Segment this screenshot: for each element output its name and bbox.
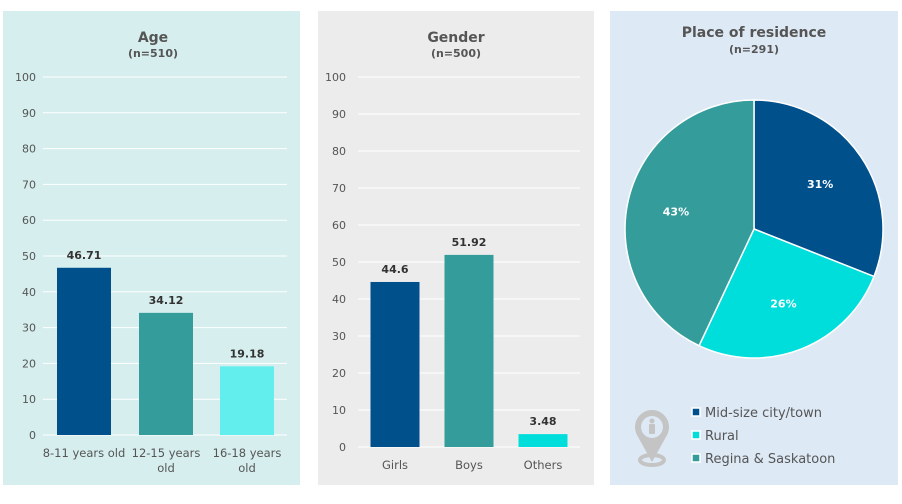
chart-title: Age [138,30,168,46]
y-tick-label: 80 [22,143,36,156]
data-label: 3.48 [529,415,556,428]
data-label: 51.92 [452,236,487,249]
pie-slice [698,228,875,359]
data-label: 46.71 [67,249,102,262]
chart-title: Place of residence [682,25,827,41]
chart-subtitle: (n=500) [431,47,481,60]
bar [139,312,193,435]
y-tick-label: 50 [22,250,36,263]
x-tick-label: 12-15 years [132,446,201,460]
pie-slice [753,99,884,278]
pie-slice [624,99,755,347]
residence-chart-panel: Place of residence (n=291) 31% 26% 43% Mid-si… [610,11,898,485]
legend-swatch [691,453,701,463]
y-tick-label: 60 [332,219,346,232]
y-tick-label: 0 [29,429,36,442]
y-tick-label: 10 [22,393,36,406]
gender-chart: Gender(n=500) 0 10 20 30 40 50 60 70 80 90 100 44.6 G… [325,30,580,472]
y-tick-label: 70 [22,178,36,191]
y-tick-label: 30 [22,322,36,335]
gender-chart-panel: Gender (n=500) 0 10 20 30 40 50 60 70 80 90 100 44.6 G… [318,11,594,485]
y-tick-label: 100 [15,71,36,84]
y-tick-label: 40 [332,293,346,306]
location-pin-person-icon [635,410,669,467]
y-tick-label: 90 [22,107,36,120]
y-tick-label: 10 [332,404,346,417]
bar [370,281,420,447]
bar [518,434,568,447]
bar [444,254,494,447]
y-tick-label: 100 [325,71,346,84]
x-tick-label: 16-18 years [213,446,282,460]
slice-label: 26% [770,297,796,310]
data-label: 34.12 [149,294,184,307]
legend-swatch [691,430,701,440]
slice-label: 31% [807,178,833,191]
x-tick-label: Boys [455,458,483,472]
legend-label: Mid-size city/town [705,406,822,421]
y-tick-label: 70 [332,182,346,195]
legend-label: Regina & Saskatoon [705,452,835,467]
bar [57,267,111,435]
y-tick-label: 20 [332,367,346,380]
legend-label: Rural [705,429,739,444]
y-tick-label: 80 [332,145,346,158]
y-tick-label: 20 [22,357,36,370]
x-tick-label: old [157,461,175,475]
data-label: 44.6 [381,263,408,276]
chart-subtitle: (n=291) [729,43,779,56]
bar [220,366,274,435]
x-tick-label: old [238,461,256,475]
y-tick-label: 0 [339,441,346,454]
x-tick-label: Others [524,458,563,472]
slice-label: 43% [663,206,689,219]
chart-title: Gender [427,30,484,46]
legend-swatch [691,407,701,417]
y-tick-label: 30 [332,330,346,343]
chart-subtitle: (n=510) [128,47,178,60]
y-tick-label: 60 [22,214,36,227]
data-label: 19.18 [230,347,265,360]
x-tick-label: 8-11 years old [43,446,126,460]
y-tick-label: 50 [332,256,346,269]
y-tick-label: 40 [22,286,36,299]
residence-pie-chart: Place of residence (n=291) 31% 26% 43% Mid-si… [624,25,884,467]
age-chart-panel: Age (n=510) 0 10 20 30 40 50 60 70 80 90 100 46.71 8-1… [3,11,300,485]
x-tick-label: Girls [382,458,408,472]
age-chart: Age(n=510) 0 10 20 30 40 50 60 70 80 90 100 46.71 8-1… [15,30,287,475]
y-tick-label: 90 [332,108,346,121]
